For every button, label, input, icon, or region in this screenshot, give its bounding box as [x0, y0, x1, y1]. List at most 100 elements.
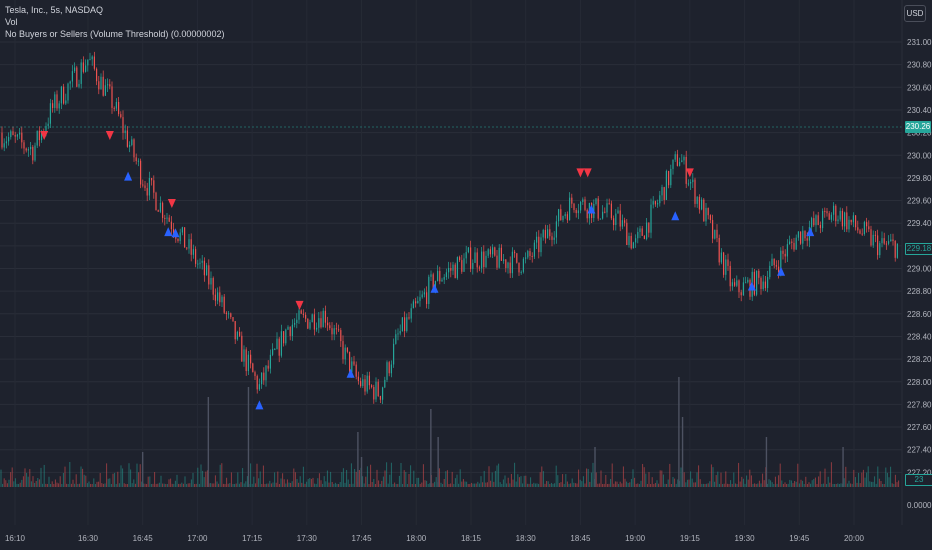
candle-body [206, 265, 208, 276]
candle-body [615, 213, 617, 226]
candle-body [450, 268, 452, 271]
volume-bars [0, 377, 900, 487]
candle-body [217, 292, 219, 301]
candle-body [129, 144, 131, 147]
candle-body [522, 258, 524, 272]
candle-body [401, 317, 403, 332]
candle-body [100, 76, 102, 90]
candle-body [485, 255, 487, 268]
candle-body [305, 314, 307, 319]
buyer-signal-marker [806, 227, 815, 237]
time-axis-label: 17:45 [352, 534, 373, 543]
candle-body [663, 187, 665, 200]
candle-body [32, 146, 34, 161]
seller-signal-marker [576, 168, 585, 178]
price-scale-label: 227.80 [907, 400, 932, 409]
candle-body [351, 361, 353, 373]
candle-body [212, 278, 214, 295]
candle-body [313, 314, 315, 330]
price-scale-label: 227.60 [907, 423, 932, 432]
candle-body [1, 132, 3, 148]
candle-body [203, 260, 205, 276]
candle-body [69, 81, 71, 84]
candle-body [445, 272, 447, 278]
candle-body [272, 349, 274, 355]
volume-indicator-label[interactable]: Vol [5, 17, 18, 27]
candle-body [340, 330, 342, 342]
candle-body [489, 249, 491, 255]
candle-body [225, 312, 227, 315]
candle-body [87, 59, 89, 66]
candle-body [659, 195, 661, 204]
candle-body [232, 317, 234, 322]
candle-body [71, 71, 73, 82]
candle-body [219, 292, 221, 303]
candle-body [408, 317, 410, 319]
candle-body [740, 292, 742, 296]
price-scale-label: 228.60 [907, 310, 932, 319]
candle-body [45, 126, 47, 133]
candle-body [98, 81, 100, 90]
candle-body [769, 265, 771, 278]
candle-body [89, 59, 91, 61]
candle-body [544, 230, 546, 239]
candle-body [883, 238, 885, 244]
candle-body [269, 354, 271, 369]
seller-signal-marker [40, 130, 49, 140]
candle-body [399, 331, 401, 334]
candle-body [289, 326, 291, 336]
candle-body [562, 216, 564, 221]
candle-body [241, 335, 243, 362]
candle-body [333, 328, 335, 335]
candle-body [771, 258, 773, 266]
price-scale-label: 230.20 [907, 129, 932, 138]
candle-body [388, 362, 390, 374]
candle-body [602, 211, 604, 219]
buyer-signal-marker [346, 368, 355, 378]
candle-body [736, 280, 738, 286]
candle-body [276, 338, 278, 350]
candle-body [529, 251, 531, 257]
indicator-title[interactable]: No Buyers or Sellers (Volume Threshold) … [5, 29, 225, 39]
candle-body [793, 242, 795, 250]
candle-body [432, 274, 434, 290]
price-scale[interactable] [902, 0, 932, 550]
candle-body [470, 247, 472, 269]
candle-body [509, 262, 511, 274]
candle-body [12, 131, 14, 135]
candle-body [85, 65, 87, 72]
candle-body [496, 255, 498, 268]
candle-body [494, 247, 496, 256]
buyer-signal-marker [164, 227, 173, 237]
candle-body [27, 149, 29, 151]
candle-body [709, 215, 711, 221]
candle-body [828, 213, 830, 220]
symbol-title[interactable]: Tesla, Inc., 5s, NASDAQ [5, 5, 104, 15]
candle-body [498, 247, 500, 268]
candle-body [41, 131, 43, 141]
candle-body [309, 322, 311, 329]
candle-body [850, 219, 852, 223]
candle-body [795, 237, 797, 250]
candle-body [626, 222, 628, 246]
candle-body [357, 376, 359, 382]
candle-body [65, 100, 67, 104]
time-axis-label: 16:10 [5, 534, 26, 543]
candle-body [813, 218, 815, 226]
time-axis[interactable] [0, 525, 902, 550]
candle-body [797, 231, 799, 238]
candle-body [520, 271, 522, 273]
candle-body [758, 270, 760, 278]
candle-body [256, 376, 258, 390]
candle-body [300, 310, 302, 314]
currency-button[interactable]: USD [904, 5, 926, 22]
candle-body [10, 131, 12, 138]
candle-body [395, 334, 397, 344]
candle-body [586, 209, 588, 219]
candle-body [676, 154, 678, 166]
candle-body [839, 210, 841, 220]
candle-body [338, 329, 340, 331]
buyer-signal-marker [747, 281, 756, 291]
